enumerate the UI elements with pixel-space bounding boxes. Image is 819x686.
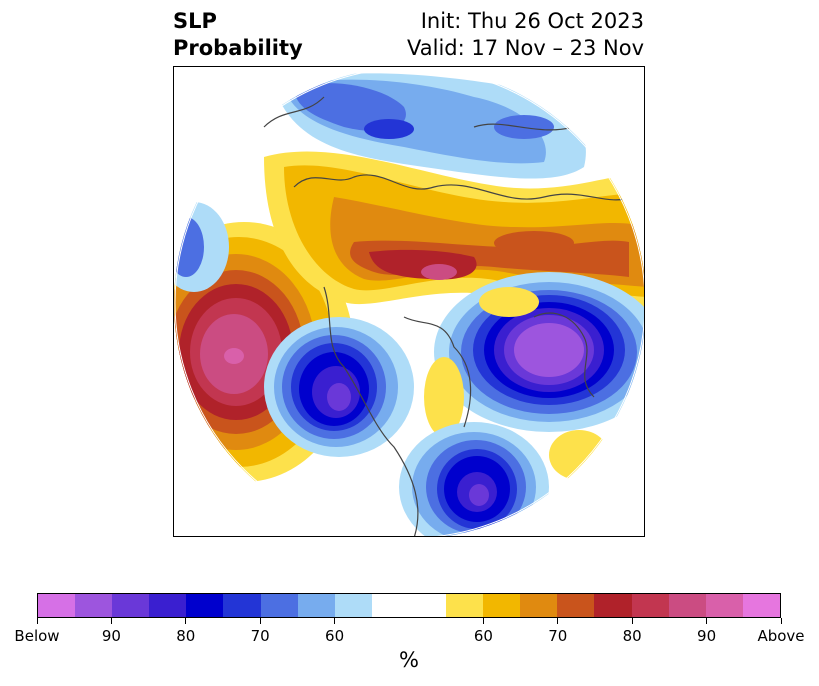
shaded-probability-field: [174, 67, 644, 536]
colorbar-tick: [259, 618, 261, 624]
colorbar-segment: [520, 594, 558, 617]
colorbar-tick: [706, 618, 708, 624]
colorbar-tick-label: 90: [101, 627, 121, 645]
valid-range: Valid: 17 Nov – 23 Nov: [407, 36, 644, 60]
colorbar-tick-label: 60: [325, 627, 345, 645]
colorbar-segment: [297, 594, 335, 617]
title-variable: SLP: [173, 9, 217, 33]
colorbar-tick: [334, 618, 336, 624]
colorbar-segment: [223, 594, 261, 617]
colorbar-tick-label: Above: [757, 627, 805, 645]
colorbar-tick-label: 90: [697, 627, 717, 645]
anomaly-russia-above: [264, 151, 644, 317]
colorbar-tick: [185, 618, 187, 624]
colorbar-tick-label: 70: [548, 627, 568, 645]
colorbar-segment: [594, 594, 632, 617]
colorbar-tick: [482, 618, 484, 624]
colorbar-segment: [112, 594, 150, 617]
colorbar-tick: [110, 618, 112, 624]
colorbar-segment: [705, 594, 743, 617]
colorbar-segment: [260, 594, 298, 617]
colorbar-unit: %: [399, 648, 419, 672]
title-right: Init: Thu 26 Oct 2023 Valid: 17 Nov – 23…: [407, 8, 644, 62]
colorbar-segment: [75, 594, 113, 617]
colorbar-segment: [631, 594, 669, 617]
colorbar-tick-label: Below: [14, 627, 60, 645]
colorbar-segment: [186, 594, 224, 617]
colorbar-tick-label: 60: [473, 627, 493, 645]
colorbar: [37, 593, 781, 618]
colorbar-segment: [371, 594, 409, 617]
colorbar-tick: [631, 618, 633, 624]
anomaly-western-canada-below: [264, 317, 414, 457]
title-metric: Probability: [173, 36, 303, 60]
colorbar-segment: [408, 594, 447, 617]
colorbar-segment: [334, 594, 372, 617]
colorbar-tick-label: 80: [622, 627, 642, 645]
anomaly-arctic-below: [274, 73, 586, 179]
title-left: SLP Probability: [173, 8, 303, 62]
colorbar-segment: [38, 594, 76, 617]
anomaly-atlantic-above: [549, 430, 609, 480]
init-date: Init: Thu 26 Oct 2023: [420, 9, 644, 33]
colorbar-segment: [557, 594, 595, 617]
colorbar-segment: [149, 594, 187, 617]
colorbar-segment: [446, 594, 484, 617]
colorbar-tick-label: 80: [176, 627, 196, 645]
colorbar-tick-label: 70: [250, 627, 270, 645]
colorbar-tick: [36, 618, 38, 624]
colorbar-segment: [668, 594, 706, 617]
colorbar-segment: [483, 594, 521, 617]
map-panel: [173, 66, 645, 537]
colorbar-tick: [557, 618, 559, 624]
colorbar-segment: [742, 594, 780, 617]
anomaly-north-atlantic-below: [434, 272, 644, 432]
colorbar-tick: [780, 618, 782, 624]
probability-map: [174, 67, 644, 536]
